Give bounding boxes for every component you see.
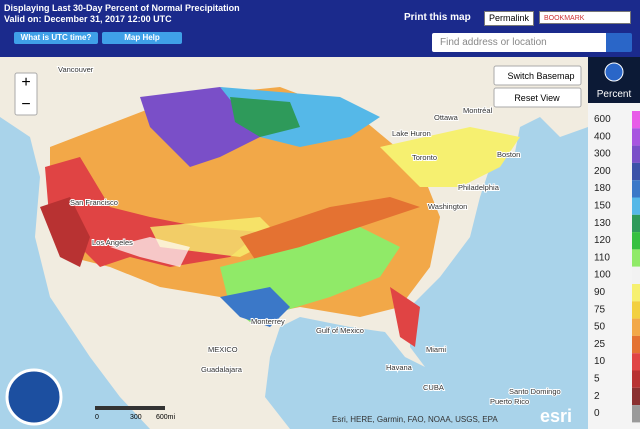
legend-swatch bbox=[632, 128, 640, 146]
permalink[interactable]: Permalink bbox=[484, 11, 534, 26]
map: + − Switch Basemap Reset View Vancouver O… bbox=[0, 57, 640, 429]
legend-label: 75 bbox=[594, 304, 606, 315]
title: Displaying Last 30-Day Percent of Normal… bbox=[4, 3, 240, 13]
place-label: Havana bbox=[386, 363, 413, 372]
legend-swatch bbox=[632, 214, 640, 233]
legend-bg bbox=[588, 57, 640, 429]
place-label: Toronto bbox=[412, 153, 437, 162]
place-label: Guadalajara bbox=[201, 365, 243, 374]
reset-button[interactable] bbox=[493, 87, 582, 108]
valid-date: Valid on: December 31, 2017 12:00 UTC bbox=[4, 14, 172, 24]
precip-area bbox=[390, 287, 420, 347]
noaa-icon bbox=[604, 62, 624, 82]
place-label: Miami bbox=[426, 345, 446, 354]
legend-label: 50 bbox=[594, 322, 606, 333]
legend-label: 180 bbox=[594, 183, 611, 194]
zoom-control bbox=[14, 72, 38, 116]
legend-swatch bbox=[632, 145, 640, 163]
place-label: Washington bbox=[428, 202, 467, 211]
legend-label: 200 bbox=[594, 166, 611, 177]
legend-label: 10 bbox=[594, 356, 606, 367]
place-label: Ottawa bbox=[434, 113, 459, 122]
utc-button[interactable]: What is UTC time? bbox=[14, 32, 98, 44]
legend-label: 110 bbox=[594, 252, 610, 263]
legend-label: 5 bbox=[594, 374, 600, 385]
place-label: San Francisco bbox=[70, 198, 118, 207]
place-label: Monterrey bbox=[251, 317, 285, 326]
precip-area bbox=[220, 287, 290, 327]
legend-swatch bbox=[632, 353, 640, 371]
legend-swatch bbox=[632, 266, 640, 284]
legend-swatch bbox=[632, 370, 640, 388]
legend-title: Percent bbox=[597, 89, 632, 100]
basemap-label[interactable]: Switch Basemap bbox=[507, 71, 574, 81]
legend-swatch bbox=[632, 111, 640, 129]
place-label: Gulf of Mexico bbox=[316, 326, 364, 335]
basemap-button[interactable] bbox=[493, 65, 582, 86]
legend-label: 300 bbox=[594, 149, 611, 160]
header: Displaying Last 30-Day Percent of Normal… bbox=[0, 0, 640, 57]
place-label: MEXICO bbox=[208, 345, 238, 354]
zoom-in[interactable]: + bbox=[21, 74, 30, 91]
legend-swatch bbox=[632, 249, 640, 267]
legend-swatch bbox=[632, 232, 640, 250]
scale-label: 600mi bbox=[156, 414, 176, 421]
legend-swatch bbox=[632, 405, 640, 423]
precip-area bbox=[110, 237, 190, 267]
legend-label: 600 bbox=[594, 114, 611, 125]
legend-label: 120 bbox=[594, 235, 611, 246]
legend-swatch bbox=[632, 301, 640, 319]
print-link[interactable]: Print this map bbox=[404, 12, 471, 23]
precip-area bbox=[40, 197, 90, 267]
precip-area bbox=[240, 197, 420, 267]
scale-label: 300 bbox=[130, 414, 142, 421]
help-button[interactable]: Map Help bbox=[102, 32, 182, 44]
attribution: Esri, HERE, Garmin, FAO, NOAA, USGS, EPA bbox=[332, 415, 498, 424]
scale-bar bbox=[95, 406, 165, 410]
legend-swatch bbox=[632, 335, 640, 354]
precip-area bbox=[380, 127, 520, 187]
reset-label[interactable]: Reset View bbox=[514, 93, 560, 103]
legend-label: 90 bbox=[594, 287, 606, 298]
legend-swatch bbox=[632, 387, 640, 406]
legend-swatch bbox=[632, 162, 640, 181]
search-box[interactable]: Find address or location bbox=[432, 33, 606, 52]
legend-label: 150 bbox=[594, 201, 611, 212]
legend-label: 100 bbox=[594, 270, 611, 281]
legend-label: 2 bbox=[594, 391, 600, 402]
legend-swatch bbox=[632, 197, 640, 215]
place-label: Vancouver bbox=[58, 65, 94, 74]
legend-label: 400 bbox=[594, 131, 611, 142]
place-label: Lake Huron bbox=[392, 129, 431, 138]
esri-logo: esri bbox=[540, 406, 572, 426]
place-label: Santo Domingo bbox=[509, 387, 561, 396]
legend: Percent 60040030020018015013012011010090… bbox=[588, 57, 640, 429]
legend-swatch bbox=[632, 180, 640, 198]
place-label: CUBA bbox=[423, 383, 444, 392]
precip-area bbox=[230, 97, 300, 137]
zoom-out[interactable]: − bbox=[21, 96, 30, 113]
place-label: Puerto Rico bbox=[490, 397, 529, 406]
legend-label: 25 bbox=[594, 339, 606, 350]
legend-swatch bbox=[632, 284, 640, 302]
legend-swatch bbox=[632, 318, 640, 336]
place-label: Philadelphia bbox=[458, 183, 500, 192]
place-label: Montréal bbox=[463, 106, 493, 115]
noaa-logo bbox=[5, 368, 63, 426]
place-label: Los Angeles bbox=[92, 238, 133, 247]
legend-label: 130 bbox=[594, 218, 611, 229]
scale-label: 0 bbox=[95, 414, 99, 421]
bookmark[interactable]: BOOKMARK bbox=[539, 11, 631, 24]
place-label: Boston bbox=[497, 150, 520, 159]
search-button[interactable] bbox=[606, 33, 632, 52]
legend-label: 0 bbox=[594, 408, 600, 419]
